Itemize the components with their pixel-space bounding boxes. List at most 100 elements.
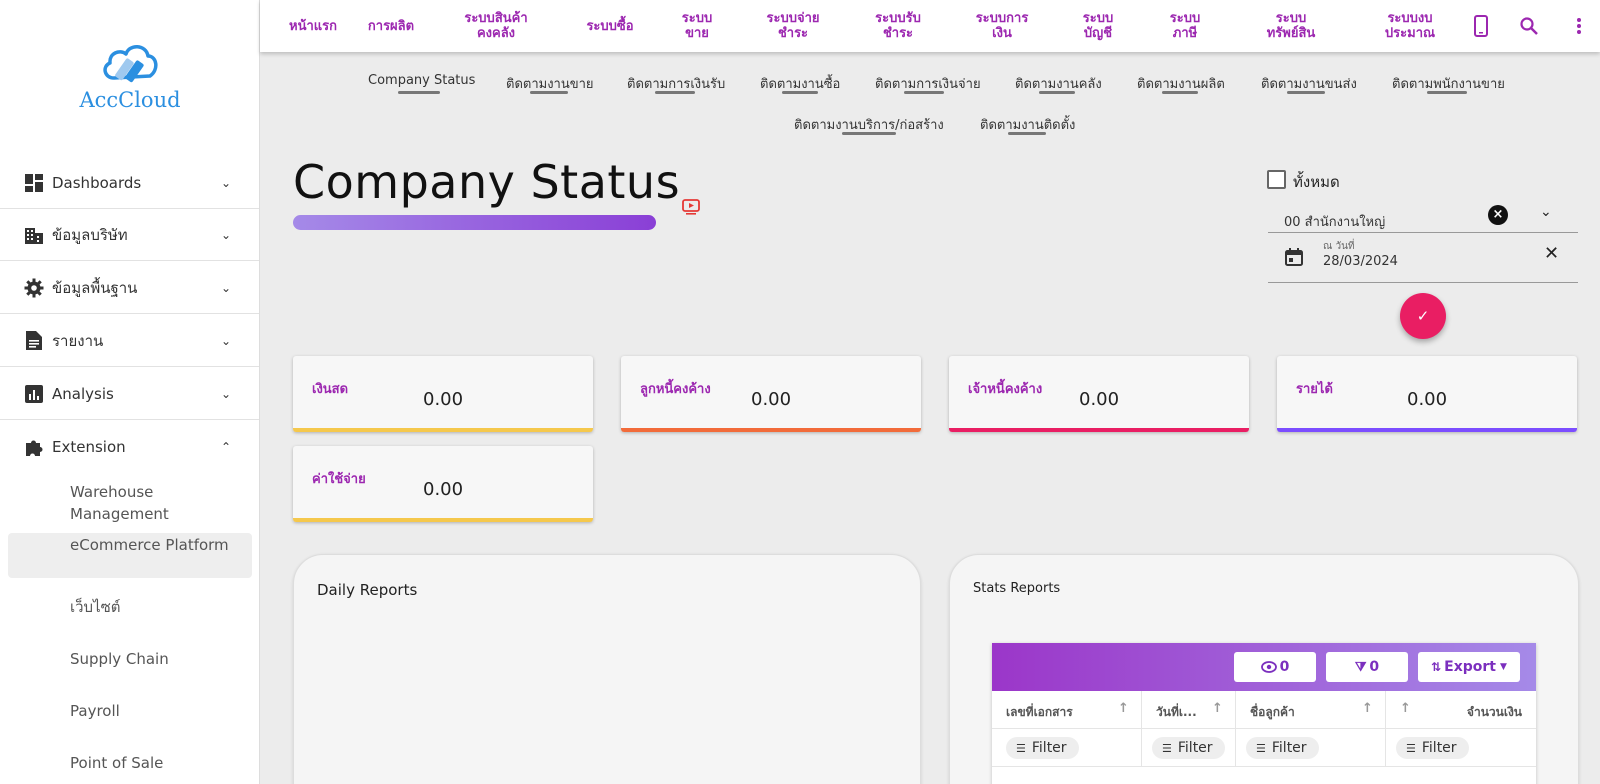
export-button[interactable]: ⇅ Export ▼ — [1418, 652, 1520, 682]
column-header-customer[interactable]: ชื่อลูกค้า ↑ — [1236, 691, 1386, 729]
topnav-payment[interactable]: ระบบจ่าย ชำระ — [766, 11, 820, 41]
topnav-tax[interactable]: ระบบ ภาษี — [1169, 11, 1201, 41]
sidebar-item-extension[interactable]: Extension ⌃ — [0, 421, 259, 473]
tab-company-status[interactable]: Company Status — [368, 73, 476, 88]
tab-service-tracking[interactable]: ติดตามงานบริการ/ก่อสร้าง — [794, 118, 944, 133]
topnav-inventory[interactable]: ระบบสินค้า คงคลัง — [464, 11, 528, 41]
sidebar-subitem-website[interactable]: เว็บไซต์ — [70, 598, 121, 616]
topnav-production[interactable]: การผลิต — [367, 18, 415, 34]
tab-underline — [1162, 91, 1198, 94]
tab-purchase-tracking[interactable]: ติดตามงานซื้อ — [760, 77, 841, 92]
filter-button[interactable]: ☰ Filter — [1246, 737, 1319, 759]
stat-color-bar — [293, 518, 593, 522]
tab-underline — [1427, 91, 1467, 94]
stat-color-bar — [1277, 428, 1577, 432]
sort-up-icon[interactable]: ↑ — [1400, 701, 1411, 716]
date-field-label: ณ วันที่ — [1323, 241, 1355, 252]
mobile-icon[interactable] — [1469, 14, 1493, 38]
tab-sales-tracking[interactable]: ติดตามงานขาย — [506, 77, 594, 92]
topnav-sales[interactable]: ระบบ ขาย — [681, 11, 713, 41]
tab-receivable-tracking[interactable]: ติดตามการเงินรับ — [627, 77, 726, 92]
brand-name: AccCloud — [79, 88, 181, 112]
grid-toolbar: 0 ⧩ 0 ⇅ Export ▼ — [992, 643, 1536, 691]
sort-up-icon[interactable]: ↑ — [1212, 701, 1223, 716]
close-icon[interactable]: ✕ — [1544, 243, 1560, 264]
tab-underline — [1008, 132, 1046, 135]
topnav-assets[interactable]: ระบบ ทรัพย์สิน — [1266, 11, 1316, 41]
column-header-doc-no[interactable]: เลขที่เอกสาร ↑ — [992, 691, 1142, 729]
branch-select-value: 00 สำนักงานใหญ่ — [1284, 215, 1386, 230]
sidebar-subitem-supply-chain[interactable]: Supply Chain — [70, 650, 169, 668]
tab-installation-tracking[interactable]: ติดตามงานติดตั้ง — [980, 118, 1076, 133]
as-of-date-field[interactable]: ณ วันที่ 28/03/2024 ✕ — [1268, 233, 1578, 283]
search-icon[interactable] — [1517, 14, 1541, 38]
chevron-down-icon: ⌄ — [220, 386, 232, 401]
sidebar-item-label: Extension — [52, 438, 126, 456]
sidebar-item-master-data[interactable]: ข้อมูลพื้นฐาน ⌄ — [0, 262, 259, 314]
calendar-icon[interactable] — [1284, 247, 1304, 267]
topnav-purchase[interactable]: ระบบซื้อ — [586, 18, 634, 34]
stat-value: 0.00 — [751, 389, 792, 410]
stat-card-expenses[interactable]: ค่าใช้จ่าย 0.00 — [293, 446, 593, 522]
column-header-date[interactable]: วันที่เ... ↑ — [1142, 691, 1236, 729]
apply-filter-button[interactable]: ✓ — [1400, 293, 1446, 339]
branch-select[interactable]: 00 สำนักงานใหญ่ × ⌄ — [1268, 203, 1578, 233]
tab-salesperson-tracking[interactable]: ติดตามพนักงานขาย — [1392, 77, 1505, 92]
tab-underline — [904, 91, 944, 94]
stat-label: ค่าใช้จ่าย — [312, 472, 366, 487]
stat-color-bar — [949, 428, 1249, 432]
tab-production-tracking[interactable]: ติดตามงานผลิต — [1137, 77, 1225, 92]
tab-underline — [782, 91, 818, 94]
topnav-accounting[interactable]: ระบบ บัญชี — [1082, 11, 1114, 41]
title-accent-bar — [293, 215, 656, 230]
dashboard-icon — [24, 173, 44, 193]
hidden-columns-button[interactable]: ⧩ 0 — [1326, 652, 1408, 682]
visible-columns-button[interactable]: 0 — [1234, 652, 1316, 682]
tab-underline — [842, 132, 896, 135]
sidebar-item-label: รายงาน — [52, 331, 104, 350]
stats-data-grid: 0 ⧩ 0 ⇅ Export ▼ เลขที่เอกสาร ↑ วันที่เ.… — [992, 643, 1536, 784]
sidebar-item-reports[interactable]: รายงาน ⌄ — [0, 315, 259, 367]
stat-card-cash[interactable]: เงินสด 0.00 — [293, 356, 593, 432]
chevron-down-icon[interactable]: ⌄ — [1540, 204, 1552, 220]
topnav-home[interactable]: หน้าแรก — [289, 18, 337, 34]
sidebar-subitem-warehouse[interactable]: Warehouse Management — [70, 483, 169, 523]
stat-card-payables[interactable]: เจ้าหนี้คงค้าง 0.00 — [949, 356, 1249, 432]
sidebar-subitem-ecommerce[interactable]: eCommerce Platform — [70, 536, 229, 554]
sort-up-icon[interactable]: ↑ — [1362, 701, 1373, 716]
tab-warehouse-tracking[interactable]: ติดตามงานคลัง — [1015, 77, 1102, 92]
tab-payable-tracking[interactable]: ติดตามการเงินจ่าย — [875, 77, 981, 92]
brand-logo[interactable]: AccCloud — [78, 40, 182, 112]
topnav-receipt[interactable]: ระบบรับ ชำระ — [875, 11, 921, 41]
filter-button[interactable]: ☰ Filter — [1006, 737, 1079, 759]
column-header-amount[interactable]: ↑ จำนวนเงิน — [1386, 691, 1536, 729]
chevron-down-icon: ⌄ — [220, 175, 232, 190]
sidebar-subitem-pos[interactable]: Point of Sale — [70, 754, 164, 772]
stat-card-receivables[interactable]: ลูกหนี้คงค้าง 0.00 — [621, 356, 921, 432]
clear-selection-icon[interactable]: × — [1488, 205, 1508, 225]
tab-underline — [1287, 91, 1325, 94]
all-branches-checkbox[interactable] — [1267, 170, 1286, 189]
sidebar-item-label: ข้อมูลบริษัท — [52, 225, 128, 244]
sidebar-item-company-info[interactable]: ข้อมูลบริษัท ⌄ — [0, 209, 259, 261]
sort-up-icon[interactable]: ↑ — [1118, 701, 1129, 716]
more-vert-icon[interactable] — [1567, 14, 1591, 38]
chevron-down-icon: ⌄ — [220, 333, 232, 348]
topnav-budget[interactable]: ระบบงบ ประมาณ — [1384, 11, 1436, 41]
topnav-finance[interactable]: ระบบการ เงิน — [975, 11, 1029, 41]
document-icon — [24, 331, 44, 351]
stat-label: เจ้าหนี้คงค้าง — [968, 382, 1043, 397]
filter-icon: ☰ — [1016, 741, 1026, 755]
daily-reports-title: Daily Reports — [317, 581, 418, 599]
sidebar-item-analysis[interactable]: Analysis ⌄ — [0, 368, 259, 420]
all-branches-label: ทั้งหมด — [1293, 173, 1340, 191]
filter-button[interactable]: ☰ Filter — [1396, 737, 1469, 759]
video-play-icon[interactable] — [682, 199, 700, 215]
sort-arrows-icon: ⇅ — [1431, 660, 1442, 674]
tab-shipping-tracking[interactable]: ติดตามงานขนส่ง — [1261, 77, 1357, 92]
stat-card-revenue[interactable]: รายได้ 0.00 — [1277, 356, 1577, 432]
filter-button[interactable]: ☰ Filter — [1152, 737, 1225, 759]
sidebar-item-dashboards[interactable]: Dashboards ⌄ — [0, 157, 259, 209]
stat-value: 0.00 — [423, 389, 464, 410]
sidebar-subitem-payroll[interactable]: Payroll — [70, 702, 120, 720]
